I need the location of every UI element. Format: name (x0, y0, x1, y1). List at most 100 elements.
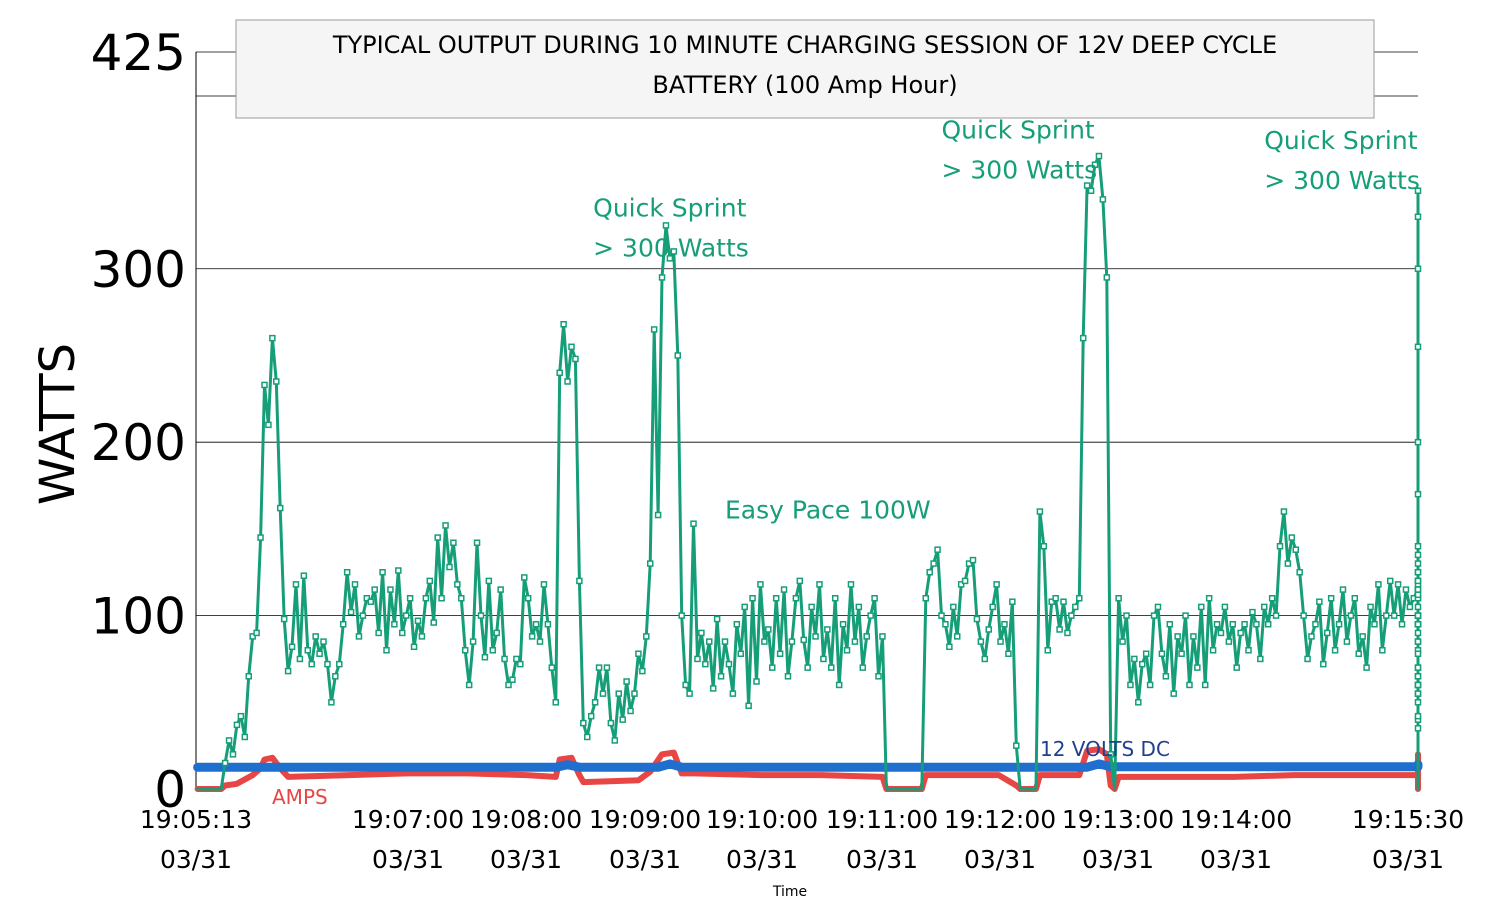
watts-data-point (1394, 581, 1402, 588)
watts-data-point (221, 759, 229, 767)
watts-data-point (1312, 621, 1319, 628)
watts-data-point (816, 581, 823, 588)
watts-data-point (1264, 621, 1272, 628)
watts-data-point (761, 638, 768, 645)
watts-data-point (481, 653, 489, 661)
watts-data-point (997, 638, 1004, 645)
watts-data-point (1135, 699, 1142, 706)
watts-data-point (1304, 655, 1311, 663)
watts-data-point (599, 690, 607, 697)
watts-data-point (1343, 638, 1351, 645)
watts-data-point (772, 594, 780, 602)
watts-data-point (808, 603, 815, 611)
watts-data-point (824, 626, 831, 633)
watts-data-point (418, 633, 426, 640)
watts-data-point (276, 504, 284, 512)
watts-data-point (399, 629, 406, 637)
watts-data-point (1087, 187, 1095, 194)
watts-data-point (1390, 612, 1398, 619)
watts-data-point (926, 568, 933, 576)
watts-data-point (324, 660, 331, 668)
watts-data-point (1119, 638, 1126, 645)
watts-data-point (265, 421, 272, 429)
watts-data-point (497, 586, 504, 593)
watts-data-point (768, 664, 776, 671)
watts-data-point (477, 612, 485, 619)
watts-data-point (406, 594, 414, 602)
watts-data-point (1083, 182, 1091, 189)
watts-data-point (257, 534, 264, 541)
watts-data-point (387, 586, 394, 593)
watts-data-point (678, 612, 685, 619)
watts-data-point (1229, 621, 1237, 628)
watts-data-point (650, 326, 658, 333)
watts-data-point (493, 629, 500, 637)
annotation-text: Quick Sprint (1264, 126, 1417, 155)
watts-data-point (1213, 621, 1221, 628)
watts-data-point (1351, 594, 1359, 602)
watts-data-point (1154, 603, 1162, 611)
watts-series-line (196, 154, 1420, 791)
watts-data-point (1205, 594, 1213, 602)
watts-data-point (1162, 673, 1170, 680)
watts-data-point (607, 719, 615, 727)
watts-data-point (379, 568, 386, 576)
watts-data-point (706, 638, 713, 645)
watts-data-point (446, 563, 453, 571)
watts-data-point (1414, 586, 1422, 593)
watts-data-point (1414, 638, 1422, 645)
watts-data-point (587, 712, 595, 720)
watts-data-point (351, 581, 359, 588)
amps-series-line (194, 746, 1421, 792)
watts-data-point (658, 274, 666, 281)
watts-data-point (1414, 712, 1422, 720)
watts-data-point (654, 511, 662, 519)
watts-data-point (1363, 664, 1370, 671)
annotation-text: > 300 Watts (941, 156, 1097, 185)
watts-data-point (1414, 591, 1422, 599)
watts-data-point (284, 667, 292, 675)
watts-data-point (434, 534, 441, 541)
watts-data-point (1186, 681, 1193, 689)
amps-series-label: AMPS (272, 785, 328, 809)
watts-data-point (1178, 650, 1185, 657)
y-tick-label: 425 (91, 24, 186, 82)
watts-data-point (670, 248, 678, 255)
watts-data-point (572, 355, 579, 363)
watts-data-point (643, 633, 650, 640)
x-tick-date: 03/31 (1200, 845, 1272, 874)
watts-data-point (292, 581, 300, 588)
watts-data-point (591, 699, 599, 706)
watts-data-point (855, 603, 863, 611)
watts-data-point (1013, 742, 1020, 749)
watts-data-point (796, 577, 804, 585)
watts-data-point (1268, 594, 1276, 602)
watts-data-point (922, 594, 930, 602)
watts-data-point (1174, 633, 1181, 640)
watts-data-point (501, 655, 508, 663)
watts-data-point (694, 655, 701, 663)
watts-data-point (957, 581, 965, 588)
watts-data-point (859, 664, 867, 671)
watts-data-point (1040, 542, 1048, 550)
watts-data-point (1131, 655, 1138, 663)
watts-data-point (339, 621, 347, 628)
watts-data-point (627, 707, 634, 715)
watts-data-point (646, 560, 654, 567)
annotation-layer: Quick Sprint > 300 Watts Quick Sprint > 300… (593, 116, 1420, 525)
watts-data-point (1375, 581, 1382, 588)
watts-data-point (784, 673, 792, 680)
watts-data-point (635, 650, 642, 657)
watts-data-point (568, 343, 575, 351)
watts-data-point (1005, 650, 1012, 657)
x-tick-date: 03/31 (846, 845, 918, 874)
watts-data-point (237, 712, 245, 720)
y-axis-ticks: 0 100 200 300 425 (91, 24, 186, 819)
12-volts-dc-series-line (193, 759, 1423, 772)
watts-data-point (741, 603, 748, 611)
watts-data-point (1414, 187, 1422, 194)
watts-data-point (465, 681, 473, 689)
watts-data-point (780, 586, 788, 593)
watts-data-point (1241, 621, 1248, 628)
